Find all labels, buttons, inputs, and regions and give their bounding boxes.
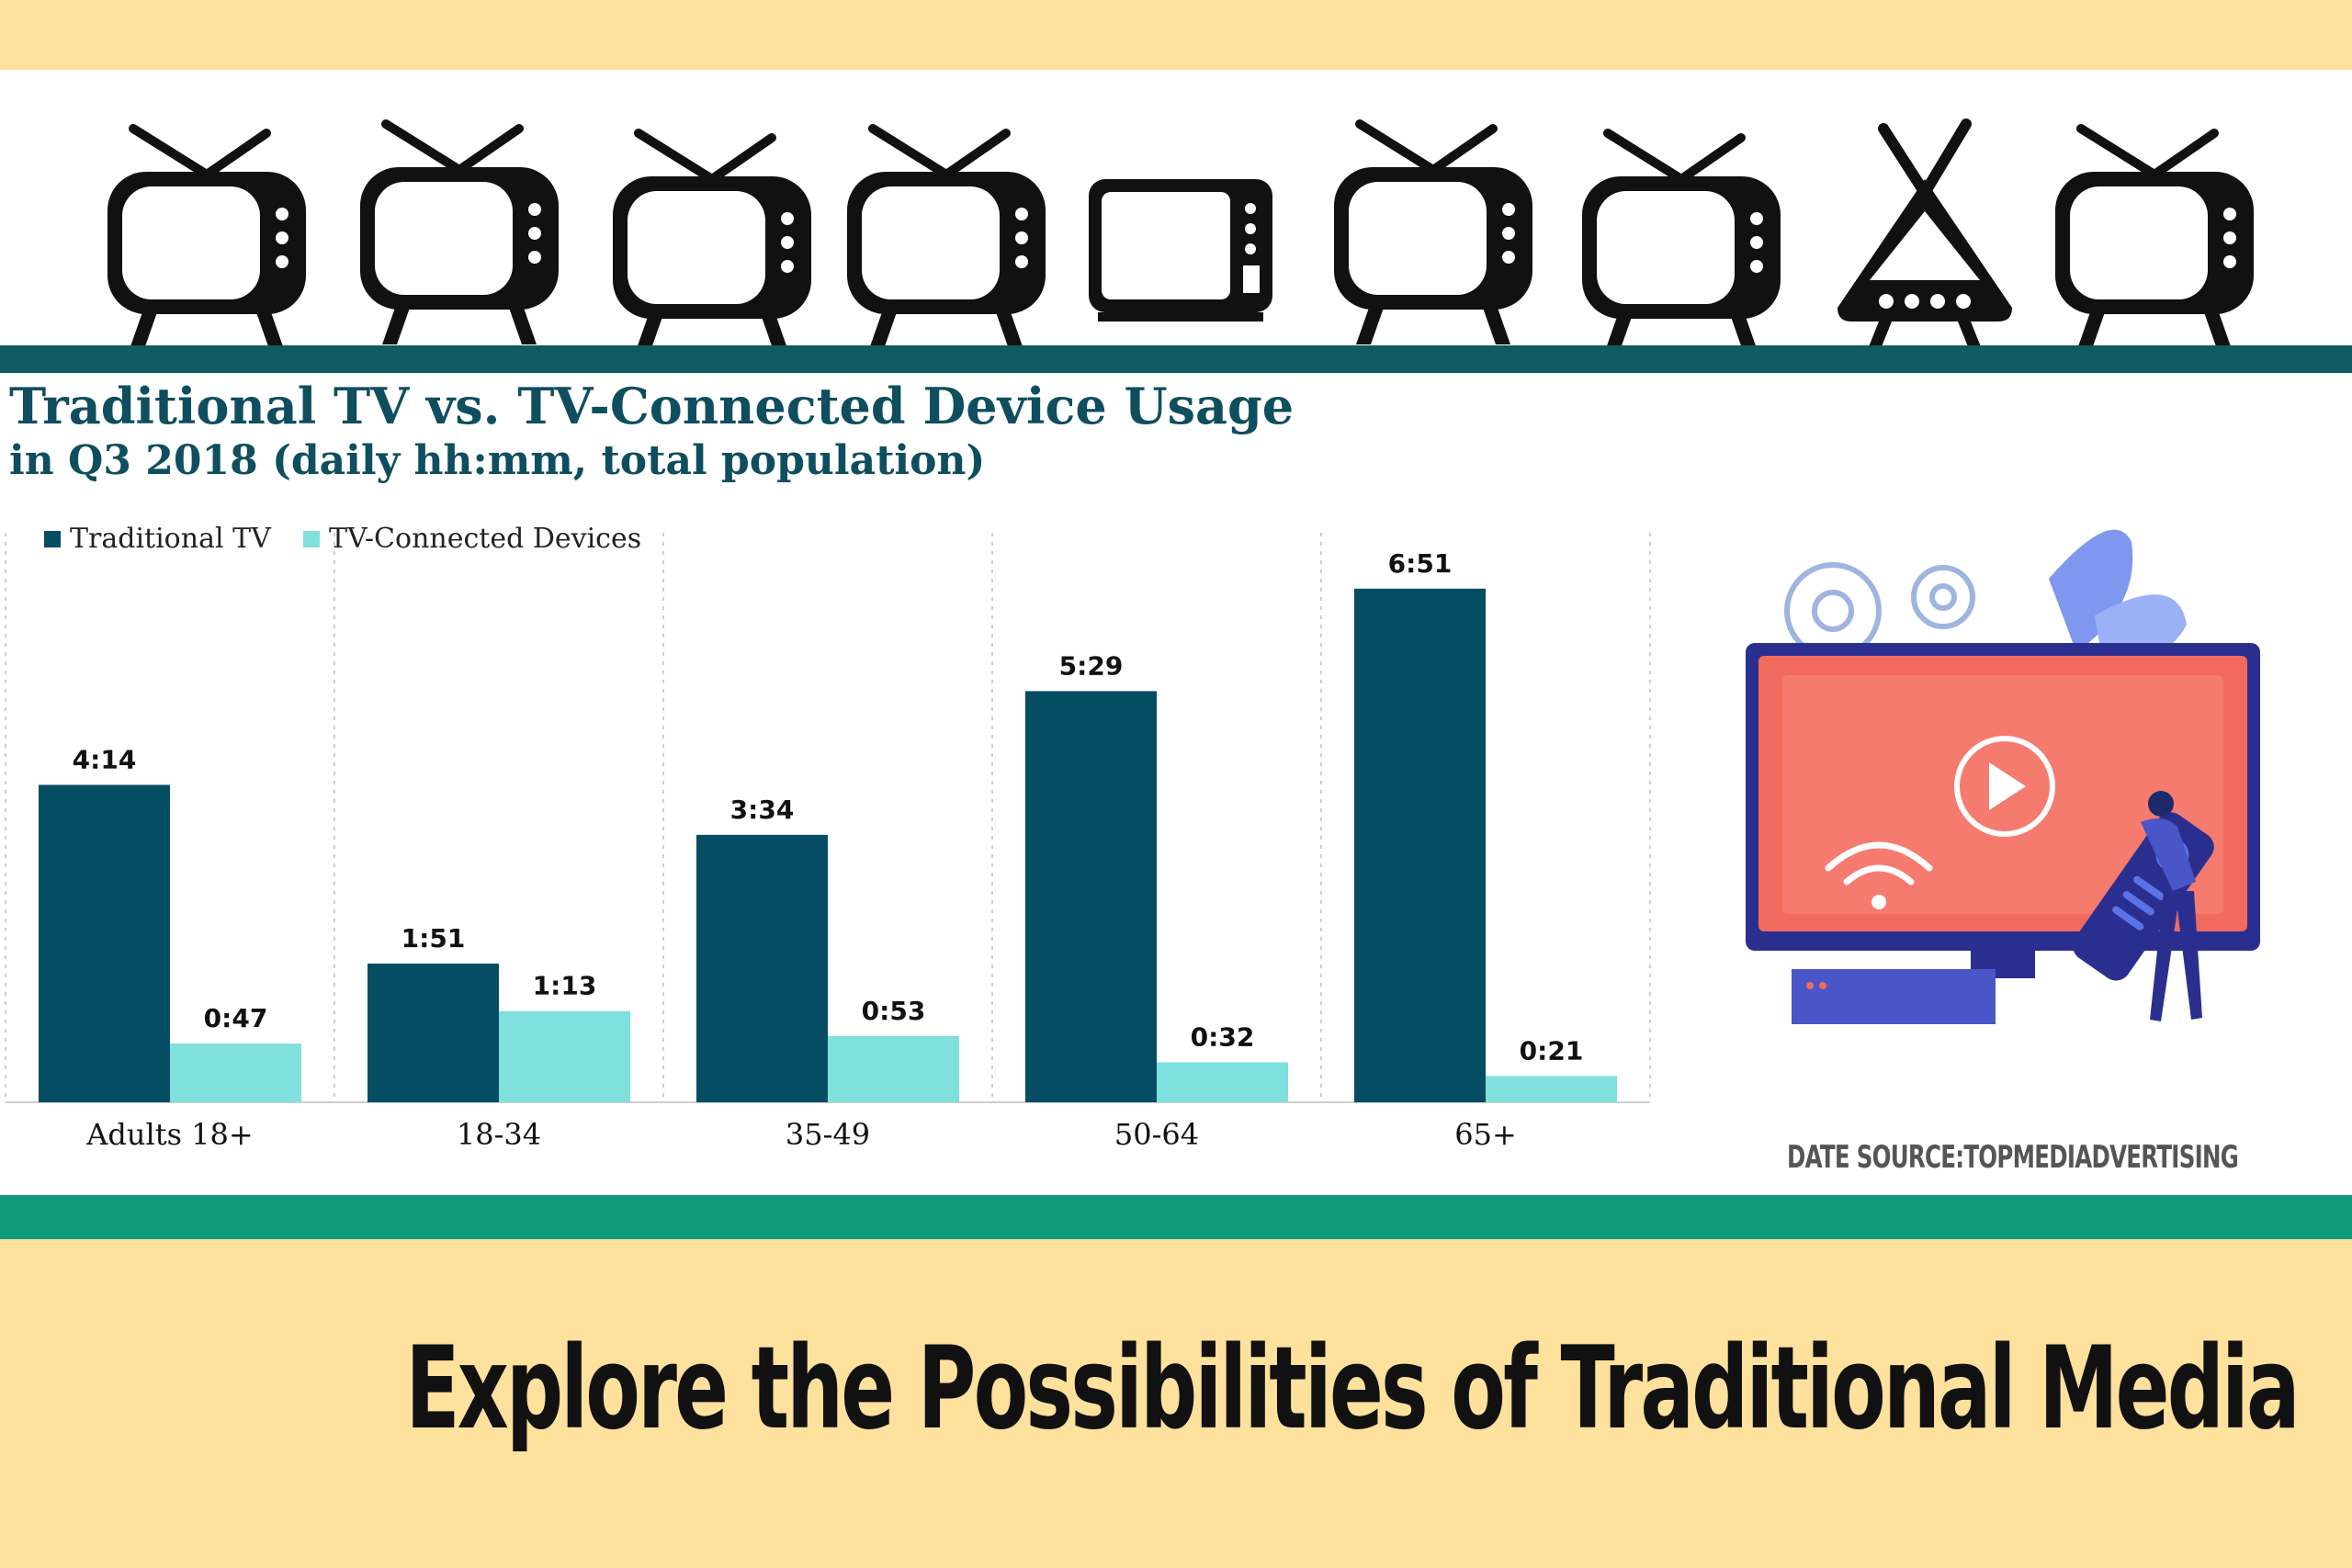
bar-data-label: 5:29	[1059, 650, 1124, 681]
top-color-band	[0, 0, 2352, 70]
bar	[1486, 1076, 1617, 1102]
bar	[828, 1035, 959, 1102]
legend-swatch	[303, 531, 320, 547]
x-tick-label: 50-64	[1114, 1117, 1199, 1152]
bar-chart: Traditional TV TV-Connected Devices 4:14 0…	[5, 523, 1651, 1152]
x-tick-label: 65+	[1454, 1117, 1517, 1152]
headline-wrapper: Explore the Possibilities of Traditional…	[0, 1323, 2352, 1455]
chart-subtitle: in Q3 2018 (daily hh:mm, total populatio…	[9, 437, 986, 484]
tv-icon-strip	[0, 118, 2352, 349]
bar	[368, 963, 499, 1102]
legend-label: Traditional TV	[70, 523, 272, 555]
smart-tv-illustration	[1746, 529, 2260, 1024]
chart-x-ticks: Adults 18+ 18-34 35-49 50-64 65+	[85, 1117, 1516, 1152]
bar-data-label: 0:53	[862, 996, 926, 1026]
legend-label: TV-Connected Devices	[329, 523, 641, 555]
headline: Explore the Possibilities of Traditional…	[405, 1323, 2300, 1455]
x-tick-label: 35-49	[786, 1117, 870, 1152]
bar	[696, 834, 828, 1102]
bar	[39, 784, 170, 1102]
x-tick-label: 18-34	[457, 1117, 541, 1152]
bar-data-label: 4:14	[73, 744, 137, 774]
bar-data-label: 1:51	[401, 923, 466, 953]
data-source-label: DATE SOURCE:TOPMEDIADVERTISING	[1787, 1139, 2239, 1176]
bar-data-label: 6:51	[1388, 548, 1453, 579]
bar-data-label: 1:13	[533, 971, 597, 1001]
legend-swatch	[44, 531, 61, 547]
chart-bars: 4:14 0:47 1:51 1:13 3:34 0:53 5:29 0:32 6:51 0:21	[39, 548, 1617, 1102]
divider-dark	[0, 345, 2352, 373]
bar-data-label: 0:32	[1191, 1021, 1255, 1052]
bottom-color-band	[0, 1239, 2352, 1568]
bar	[1025, 691, 1157, 1102]
chart-title: Traditional TV vs. TV-Connected Device U…	[9, 377, 1295, 435]
bar	[1157, 1062, 1288, 1102]
chart-legend: Traditional TV TV-Connected Devices	[44, 523, 641, 555]
bar	[499, 1010, 630, 1102]
x-tick-label: Adults 18+	[85, 1117, 253, 1152]
play-icon	[1954, 736, 2055, 837]
bar-data-label: 0:47	[204, 1003, 268, 1033]
bar	[170, 1043, 301, 1102]
bar	[1354, 588, 1486, 1102]
bar-data-label: 0:21	[1520, 1035, 1584, 1066]
wifi-icon	[1825, 841, 1933, 909]
divider-green	[0, 1195, 2352, 1239]
bar-data-label: 3:34	[730, 795, 795, 825]
